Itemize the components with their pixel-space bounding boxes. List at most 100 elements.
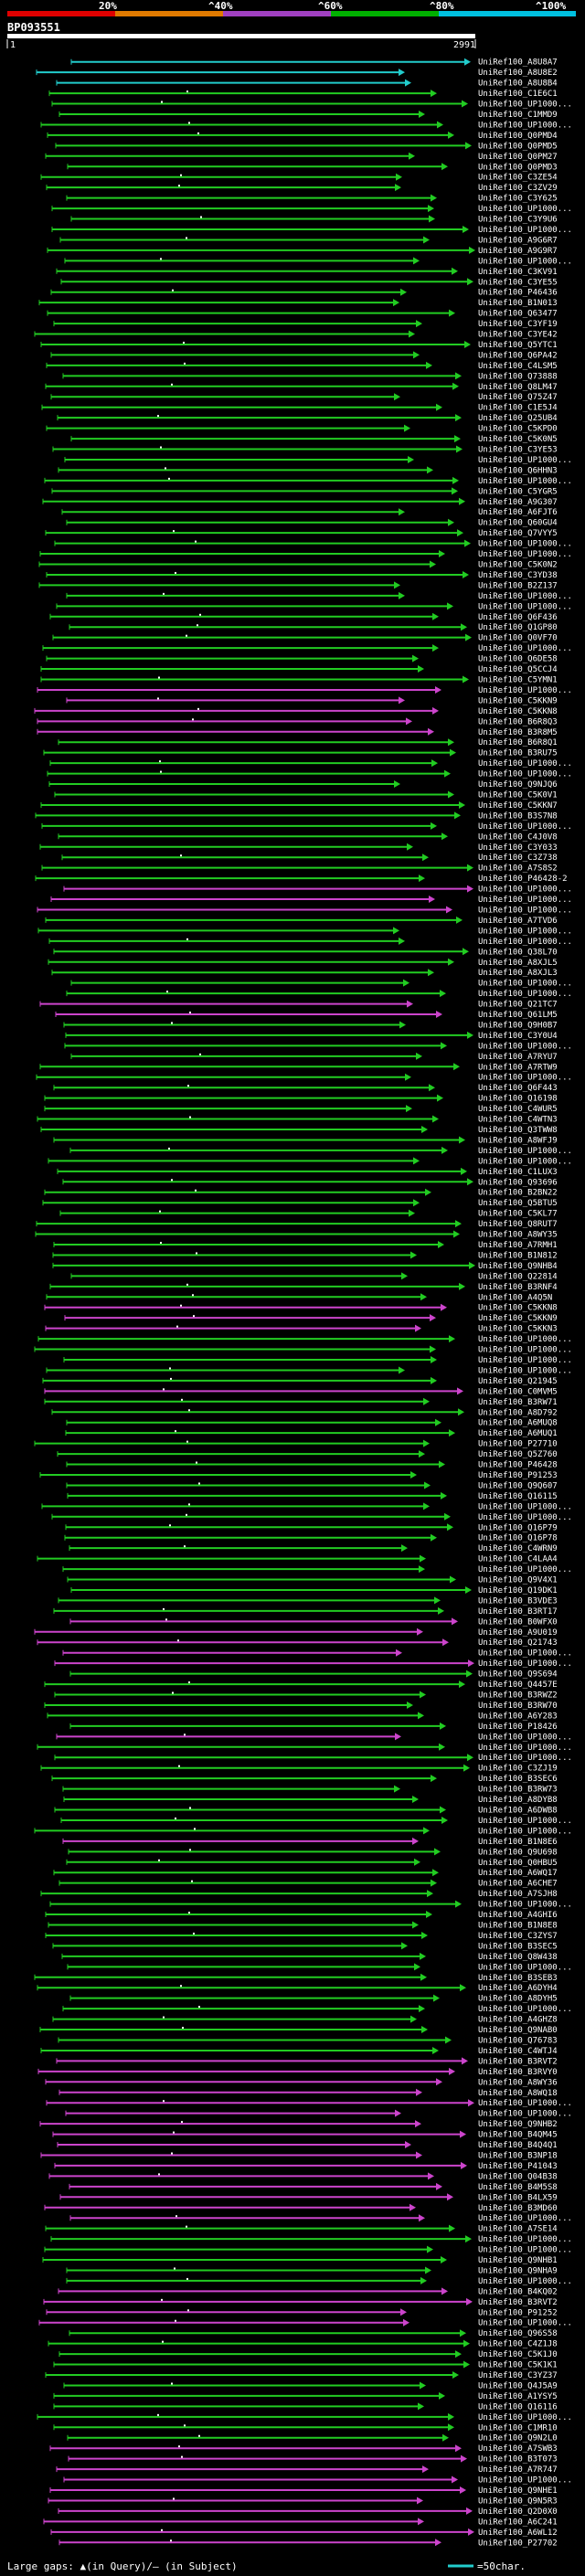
hit-label[interactable]: UniRef100_UP1000...: [478, 1335, 572, 1344]
hit-row[interactable]: UniRef100_Q9Q607: [66, 1481, 558, 1490]
hit-row[interactable]: UniRef100_A6DYH4: [37, 1984, 558, 1993]
hit-label[interactable]: UniRef100_Q9Q607: [478, 1481, 558, 1490]
hit-row[interactable]: UniRef100_A8U8B4: [56, 79, 558, 89]
hit-row[interactable]: UniRef100_B3RW70: [44, 1701, 558, 1711]
hit-label[interactable]: UniRef100_Q9NHE1: [478, 2486, 558, 2496]
hit-row[interactable]: UniRef100_Q9NHA9: [66, 2266, 558, 2275]
hit-label[interactable]: UniRef100_A7SWB3: [478, 2444, 558, 2454]
hit-row[interactable]: UniRef100_UP1000...: [46, 2099, 572, 2108]
hit-label[interactable]: UniRef100_Q9NJQ6: [478, 780, 558, 790]
hit-label[interactable]: UniRef100_B3VDE3: [478, 1596, 558, 1606]
hit-row[interactable]: UniRef100_A8XJL5: [48, 958, 558, 968]
hit-row[interactable]: UniRef100_A8WFJ9: [53, 1136, 558, 1145]
hit-label[interactable]: UniRef100_UP1000...: [478, 2235, 572, 2244]
hit-row[interactable]: UniRef100_A6FJT6: [61, 508, 558, 517]
hit-label[interactable]: UniRef100_B4QM45: [478, 2131, 558, 2140]
hit-label[interactable]: UniRef100_C4WTN3: [478, 1116, 558, 1125]
hit-row[interactable]: UniRef100_C5KKN8: [44, 1303, 558, 1313]
hit-row[interactable]: UniRef100_UP1000...: [64, 257, 572, 266]
hit-label[interactable]: UniRef100_UP1000...: [478, 1042, 572, 1051]
hit-row[interactable]: UniRef100_B4M5S8: [69, 2182, 558, 2192]
hit-row[interactable]: UniRef100_A7RMH1: [53, 1241, 558, 1250]
hit-label[interactable]: UniRef100_C3ZJ19: [478, 1765, 558, 1774]
hit-label[interactable]: UniRef100_A7R747: [478, 2465, 558, 2475]
hit-label[interactable]: UniRef100_C4WUR5: [478, 1105, 558, 1114]
hit-label[interactable]: UniRef100_B6R8Q3: [478, 717, 558, 726]
hit-label[interactable]: UniRef100_Q6DE58: [478, 655, 558, 664]
hit-label[interactable]: UniRef100_Q21TC7: [478, 1001, 558, 1010]
hit-label[interactable]: UniRef100_UP1000...: [478, 686, 572, 695]
hit-row[interactable]: UniRef100_Q21945: [42, 1376, 558, 1386]
hit-row[interactable]: UniRef100_B4QM45: [52, 2130, 558, 2140]
hit-row[interactable]: UniRef100_C3KV91: [56, 267, 558, 277]
hit-row[interactable]: UniRef100_C1MR10: [53, 2423, 558, 2433]
hit-label[interactable]: UniRef100_P46428-2: [478, 875, 568, 884]
hit-label[interactable]: UniRef100_UP1000...: [478, 1744, 572, 1753]
hit-row[interactable]: UniRef100_Q8W438: [61, 1952, 558, 1962]
hit-label[interactable]: UniRef100_Q4J5A9: [478, 2381, 558, 2390]
hit-label[interactable]: UniRef100_A8XJL3: [478, 969, 558, 978]
hit-label[interactable]: UniRef100_C3ZYS7: [478, 1932, 558, 1941]
hit-label[interactable]: UniRef100_UP1000...: [478, 759, 572, 769]
hit-label[interactable]: UniRef100_UP1000...: [478, 602, 572, 611]
hit-row[interactable]: UniRef100_UP1000...: [66, 591, 572, 601]
hit-label[interactable]: UniRef100_UP1000...: [478, 101, 572, 110]
hit-label[interactable]: UniRef100_A6MUQ8: [478, 1419, 558, 1428]
hit-label[interactable]: UniRef100_Q5YTC1: [478, 341, 558, 350]
hit-row[interactable]: UniRef100_B0WFX0: [69, 1617, 558, 1627]
hit-row[interactable]: UniRef100_Q0HBU5: [66, 1858, 558, 1868]
hit-label[interactable]: UniRef100_UP1000...: [478, 1565, 572, 1574]
hit-label[interactable]: UniRef100_Q04B38: [478, 2172, 558, 2181]
hit-label[interactable]: UniRef100_Q96S58: [478, 2329, 558, 2338]
hit-label[interactable]: UniRef100_C5KKN8: [478, 1304, 558, 1313]
hit-row[interactable]: UniRef100_P91253: [39, 1470, 558, 1480]
hit-row[interactable]: UniRef100_C5K1K1: [53, 2360, 558, 2370]
hit-label[interactable]: UniRef100_P91253: [478, 1471, 558, 1480]
hit-row[interactable]: UniRef100_A7SE14: [45, 2224, 558, 2234]
hit-label[interactable]: UniRef100_UP1000...: [478, 226, 572, 235]
hit-row[interactable]: UniRef100_A6WQ17: [53, 1869, 558, 1878]
hit-label[interactable]: UniRef100_C3YZ37: [478, 2371, 558, 2380]
hit-row[interactable]: UniRef100_Q7VYY5: [45, 529, 558, 538]
hit-label[interactable]: UniRef100_Q0PM27: [478, 153, 558, 162]
hit-label[interactable]: UniRef100_Q9N5R3: [478, 2496, 558, 2506]
hit-row[interactable]: UniRef100_C5KKN9: [66, 696, 558, 705]
hit-row[interactable]: UniRef100_UP1000...: [63, 1355, 572, 1365]
hit-row[interactable]: UniRef100_UP1000...: [66, 990, 572, 999]
hit-label[interactable]: UniRef100_C5K0N5: [478, 435, 558, 444]
hit-row[interactable]: UniRef100_B3SEC5: [52, 1942, 558, 1951]
hit-label[interactable]: UniRef100_UP1000...: [478, 1817, 572, 1826]
hit-label[interactable]: UniRef100_Q73888: [478, 372, 558, 381]
hit-label[interactable]: UniRef100_UP1000...: [478, 1147, 572, 1156]
hit-row[interactable]: UniRef100_UP1000...: [69, 2214, 572, 2223]
hit-row[interactable]: UniRef100_A6CHE7: [58, 1879, 558, 1889]
hit-label[interactable]: UniRef100_B0WFX0: [478, 1617, 558, 1627]
hit-label[interactable]: UniRef100_B3SEB3: [478, 1974, 558, 1983]
hit-row[interactable]: UniRef100_C5KPD0: [46, 424, 558, 434]
hit-label[interactable]: UniRef100_A7S8S2: [478, 864, 558, 874]
hit-label[interactable]: UniRef100_B3SEC5: [478, 1942, 558, 1951]
hit-label[interactable]: UniRef100_UP1000...: [478, 1649, 572, 1659]
hit-label[interactable]: UniRef100_Q2D0X0: [478, 2507, 558, 2517]
hit-label[interactable]: UniRef100_UP1000...: [478, 2246, 572, 2255]
hit-label[interactable]: UniRef100_B3RW73: [478, 1786, 558, 1795]
hit-row[interactable]: UniRef100_B3SEB3: [34, 1973, 558, 1983]
hit-label[interactable]: UniRef100_B1N812: [478, 1251, 558, 1260]
hit-label[interactable]: UniRef100_UP1000...: [478, 2005, 572, 2014]
hit-row[interactable]: UniRef100_UP1000...: [46, 1366, 572, 1375]
hit-label[interactable]: UniRef100_C4J0V8: [478, 832, 558, 842]
hit-row[interactable]: UniRef100_P46436: [50, 288, 558, 298]
hit-label[interactable]: UniRef100_C5YMN1: [478, 676, 558, 685]
hit-label[interactable]: UniRef100_UP1000...: [478, 822, 572, 832]
hit-label[interactable]: UniRef100_A8U8B4: [478, 80, 558, 89]
hit-row[interactable]: UniRef100_C5KL77: [59, 1209, 558, 1219]
hit-row[interactable]: UniRef100_P27710: [34, 1439, 558, 1449]
hit-label[interactable]: UniRef100_Q0PMD3: [478, 163, 558, 172]
hit-label[interactable]: UniRef100_UP1000...: [478, 1074, 572, 1083]
hit-label[interactable]: UniRef100_A6DYH4: [478, 1984, 558, 1993]
hit-row[interactable]: UniRef100_Q73888: [62, 372, 558, 381]
hit-label[interactable]: UniRef100_B3RNF4: [478, 1283, 558, 1292]
hit-label[interactable]: UniRef100_A6WL12: [478, 2528, 558, 2538]
hit-label[interactable]: UniRef100_UP1000...: [478, 1356, 572, 1365]
hit-label[interactable]: UniRef100_UP1000...: [478, 456, 572, 465]
